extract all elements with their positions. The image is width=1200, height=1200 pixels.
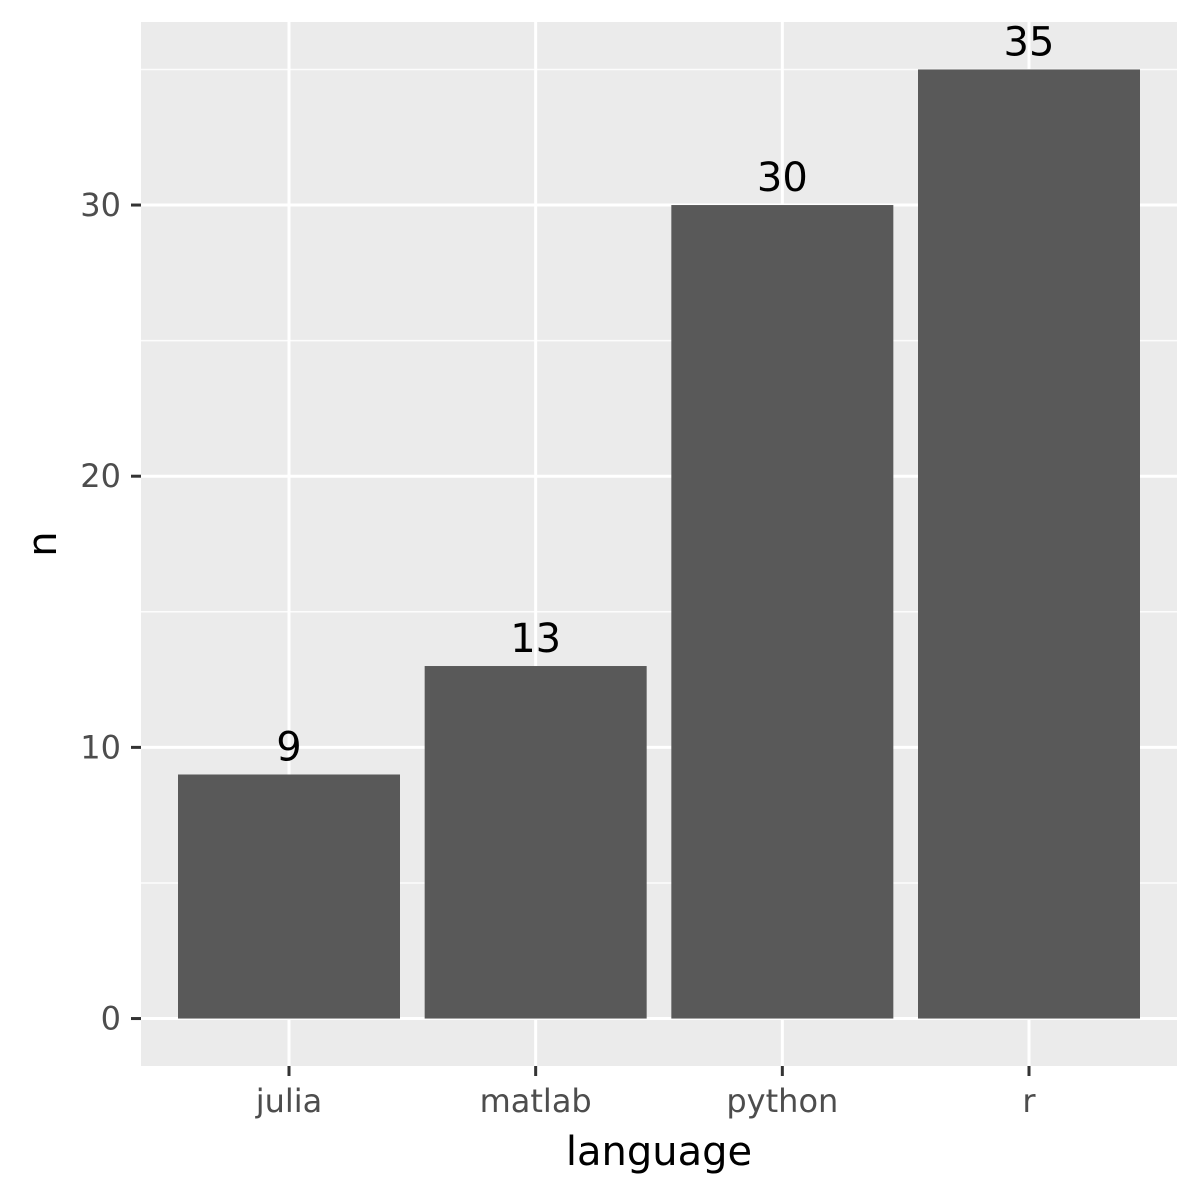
x-tick-label: matlab [480, 1082, 592, 1120]
bar-matlab [424, 666, 647, 1019]
x-tick-label: python [726, 1082, 838, 1120]
data-label-python: 30 [757, 155, 808, 201]
data-label-julia: 9 [276, 724, 301, 770]
y-tick-label: 10 [80, 728, 121, 766]
bar-python [671, 205, 894, 1019]
x-axis-title: language [566, 1129, 752, 1175]
data-label-r: 35 [1004, 19, 1055, 65]
bar-r [918, 69, 1140, 1019]
data-label-matlab: 13 [510, 616, 561, 662]
x-axis: julia matlab python r [255, 1066, 1036, 1120]
x-tick-label: r [1022, 1082, 1036, 1120]
x-tick-label: julia [255, 1082, 323, 1120]
y-axis: 0 10 20 30 [80, 186, 141, 1038]
y-tick-label: 20 [80, 457, 121, 495]
y-axis-title: n [20, 531, 66, 556]
y-tick-label: 30 [80, 186, 121, 224]
y-tick-label: 0 [101, 1000, 121, 1038]
bars [178, 69, 1140, 1019]
data-labels: 9 13 30 35 [276, 19, 1054, 770]
bar-julia [178, 774, 400, 1019]
